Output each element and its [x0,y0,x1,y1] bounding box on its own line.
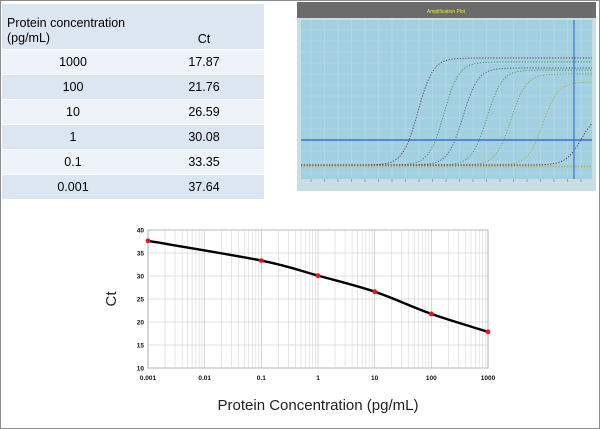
cell-concentration: 0.001 [2,174,144,199]
y-tick-label: 10 [137,366,145,373]
table-header-row: Protein concentration (pg/mL) Ct [2,4,264,50]
cell-ct: 37.64 [144,174,264,199]
x-tick-label: 1000 [481,375,496,382]
header-ct: Ct [144,4,264,50]
data-point [485,329,491,335]
x-tick-label: 0.001 [140,375,157,382]
data-points [145,238,491,335]
y-axis-label: Ct [103,291,120,307]
data-point [145,238,151,244]
cell-concentration: 10 [2,99,144,125]
y-tick-label: 40 [137,228,145,235]
cell-concentration: 1 [2,124,144,150]
cell-ct: 26.59 [144,99,264,125]
cell-ct: 33.35 [144,149,264,175]
cell-concentration: 100 [2,74,144,100]
amp-title: Amplification Plot [427,9,466,15]
table-row: 10 26.59 [2,99,264,125]
amp-curves [301,57,593,168]
table-row: 0.001 37.64 [2,174,264,199]
y-tick-label: 20 [137,320,145,327]
y-tick-labels: 10 15 20 25 30 35 40 [137,228,145,373]
data-point [428,311,434,317]
x-tick-label: 0.1 [257,375,266,382]
x-tick-labels: 0.001 0.01 0.1 1 10 100 1000 [140,375,496,382]
gridlines [148,229,488,369]
cell-concentration: 0.1 [2,149,144,175]
ct-data-table: Protein concentration (pg/mL) Ct 1000 17… [2,4,264,199]
cell-ct: 30.08 [144,124,264,150]
y-tick-label: 15 [137,343,145,350]
x-axis-label: Protein Concentration (pg/mL) [218,397,419,414]
data-point [258,258,264,263]
amplification-curve [301,123,593,166]
amp-titlebar [297,2,596,18]
amplification-plot: Amplification Plot [297,2,596,191]
cell-ct: 17.87 [144,49,264,75]
y-tick-label: 30 [137,274,145,281]
data-point [315,273,321,279]
data-point [372,289,378,295]
x-tick-label: 1 [316,375,320,382]
header-concentration: Protein concentration (pg/mL) [2,4,144,50]
table-row: 1 30.08 [2,124,264,150]
x-tick-label: 100 [426,375,437,382]
x-tick-label: 10 [371,375,379,382]
y-tick-label: 25 [137,297,145,304]
cell-ct: 21.76 [144,74,264,100]
table-row: 0.1 33.35 [2,149,264,175]
standard-curve-chart: 0.001 0.01 0.1 1 10 100 1000 10 15 20 25 30 35 40 Pr… [103,228,496,415]
amp-plot-area [301,20,592,179]
x-tick-label: 0.01 [198,375,211,382]
y-tick-label: 35 [137,251,145,258]
table-row: 100 21.76 [2,74,264,100]
table-row: 1000 17.87 [2,49,264,75]
cell-concentration: 1000 [2,49,144,75]
